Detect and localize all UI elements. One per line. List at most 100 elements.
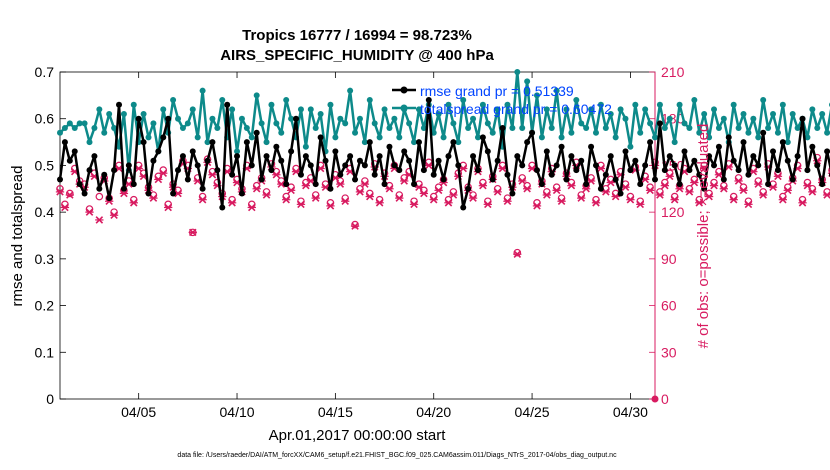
spread-point <box>573 97 580 104</box>
rmse-point <box>125 162 132 169</box>
spread-point <box>794 125 801 132</box>
spread-point <box>711 106 718 113</box>
rmse-point <box>376 153 383 160</box>
spread-point <box>735 125 742 132</box>
rmse-point <box>238 190 245 197</box>
rmse-point <box>209 139 216 146</box>
rmse-point <box>140 139 147 146</box>
rmse-point <box>819 181 826 188</box>
rmse-point <box>425 97 432 104</box>
obs-possible-marker <box>759 188 767 196</box>
obs-possible-marker <box>56 184 64 193</box>
obs-possible-marker <box>646 183 654 192</box>
rmse-point <box>302 153 309 160</box>
spread-point <box>381 106 388 113</box>
spread-point <box>130 101 137 108</box>
rmse-point <box>81 190 88 197</box>
y-tick-label: 0.3 <box>35 251 55 267</box>
obs-possible-marker <box>754 177 763 185</box>
spread-point <box>568 129 575 136</box>
spread-point <box>617 106 624 113</box>
rmse-point <box>337 171 344 178</box>
spread-point <box>583 125 590 132</box>
spread-point <box>140 111 147 118</box>
spread-point <box>647 120 654 127</box>
spread-point <box>356 115 363 122</box>
rmse-point <box>120 185 127 192</box>
obs-possible-marker <box>685 184 694 193</box>
rmse-point <box>804 167 811 174</box>
spread-point <box>533 92 540 99</box>
rmse-point <box>165 115 172 122</box>
spread-point <box>175 115 182 122</box>
obs-possible-marker <box>479 178 487 187</box>
y-tick-label: 0.6 <box>35 111 55 127</box>
spread-point <box>243 125 250 132</box>
rmse-point <box>538 181 545 188</box>
spread-point <box>189 106 196 113</box>
spread-point <box>740 111 747 118</box>
obs-possible-marker <box>744 197 753 206</box>
rmse-point <box>420 167 427 174</box>
obs-possible-marker <box>552 183 561 192</box>
rmse-point <box>307 162 314 169</box>
obs-possible-marker <box>823 188 830 196</box>
y-tick-label: 0.2 <box>35 298 55 314</box>
spread-point <box>558 134 565 141</box>
rmse-point <box>91 153 98 160</box>
rmse-point <box>765 181 772 188</box>
rmse-point <box>460 204 467 211</box>
spread-point <box>150 120 157 127</box>
y2-tick-label: 30 <box>661 344 677 360</box>
y-axis-label: rmse and totalspread <box>9 166 26 307</box>
spread-point <box>494 106 501 113</box>
rmse-point <box>371 171 378 178</box>
spread-point <box>656 101 663 108</box>
obs-possible-marker <box>66 189 74 198</box>
spread-point <box>484 120 491 127</box>
spread-point <box>445 101 452 108</box>
spread-point <box>234 148 241 155</box>
legend-rmse-label: rmse grand pr = 0.51339 <box>420 83 574 99</box>
rmse-point <box>725 134 732 141</box>
x-axis: 04/05 04/10 04/15 04/20 04/25 04/30 <box>121 72 648 420</box>
rmse-point <box>435 157 442 164</box>
spread-point <box>297 106 304 113</box>
spread-point <box>553 87 560 94</box>
rmse-point <box>430 171 437 178</box>
rmse-point <box>543 148 550 155</box>
rmse-point <box>504 171 511 178</box>
spread-point <box>386 125 393 132</box>
obs-possible-marker <box>518 174 527 182</box>
rmse-point <box>450 139 457 146</box>
obs-possible-marker <box>400 174 409 182</box>
rmse-series-line <box>58 98 830 209</box>
rmse-point <box>706 153 713 160</box>
rmse-point <box>411 181 418 188</box>
rmse-point <box>440 176 447 183</box>
spread-point <box>592 129 599 136</box>
rmse-point <box>76 181 83 188</box>
obs-possible-marker <box>365 189 374 198</box>
rmse-point <box>189 148 196 155</box>
rmse-point <box>111 167 118 174</box>
rmse-point <box>686 167 693 174</box>
rmse-point <box>145 190 152 197</box>
spread-point <box>666 115 673 122</box>
rmse-point <box>671 162 678 169</box>
spread-point <box>312 125 319 132</box>
spread-point <box>622 115 629 122</box>
spread-point <box>302 143 309 150</box>
spread-point <box>696 129 703 136</box>
obs-possible-marker <box>513 248 522 257</box>
spread-point <box>396 134 403 141</box>
rmse-point <box>774 167 781 174</box>
rmse-point <box>607 153 614 160</box>
y2-axis-label: # of obs: o=possible; ×=evaluated <box>695 124 712 349</box>
spread-point <box>465 125 472 132</box>
spread-point <box>637 129 644 136</box>
rmse-point <box>229 171 236 178</box>
spread-point <box>376 134 383 141</box>
legend-rmse-marker <box>400 86 408 94</box>
rmse-point <box>666 153 673 160</box>
